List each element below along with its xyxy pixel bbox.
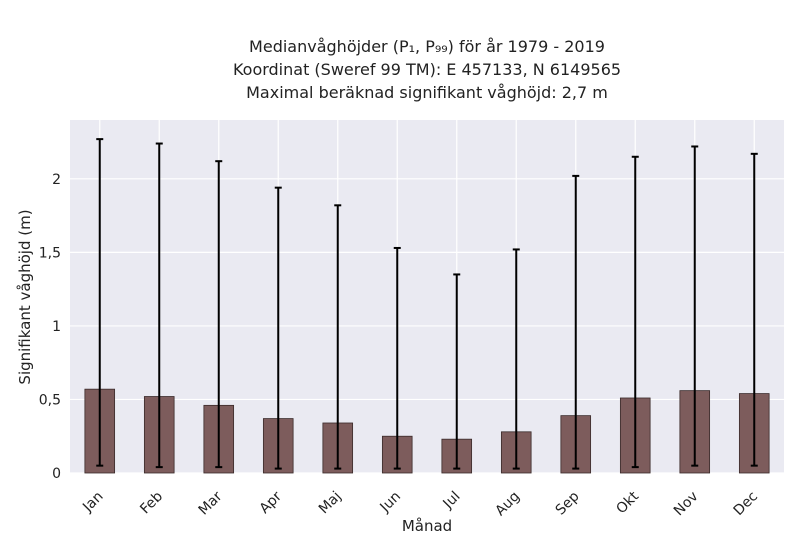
chart-title-line-1: Medianvåghöjder (P₁, P₉₉) för år 1979 - … [249, 37, 605, 56]
x-tick-label: Jun [377, 489, 404, 516]
y-axis-label: Signifikant våghöjd (m) [16, 209, 34, 384]
x-tick-label: Feb [137, 488, 166, 517]
y-tick-label: 0 [52, 466, 61, 482]
x-tick-label: Maj [316, 489, 345, 518]
x-tick-label: Okt [613, 488, 642, 517]
x-tick-label: Apr [257, 488, 286, 517]
chart-title-line-2: Koordinat (Sweref 99 TM): E 457133, N 61… [233, 60, 621, 79]
y-tick-label: 1 [52, 319, 61, 335]
y-axis-ticks: 0 0,5 1 1,5 2 [39, 172, 61, 482]
plot-area [70, 120, 784, 473]
chart-title-line-3: Maximal beräknad signifikant våghöjd: 2,… [246, 83, 608, 102]
chart-title: Medianvåghöjder (P₁, P₉₉) för år 1979 - … [233, 37, 621, 102]
y-tick-label: 2 [52, 172, 61, 188]
error-bars [96, 138, 758, 470]
y-tick-label: 1,5 [39, 245, 61, 261]
x-tick-label: Jul [440, 489, 464, 513]
x-axis-label: Månad [402, 517, 452, 535]
x-tick-label: Sep [553, 488, 583, 518]
x-axis-ticks: Jan Feb Mar Apr Maj Jun Jul Aug Sep Okt Nov Dec [79, 488, 761, 519]
x-tick-label: Mar [196, 488, 226, 518]
x-tick-label: Nov [671, 489, 702, 520]
x-tick-label: Jan [79, 489, 106, 516]
x-tick-label: Aug [492, 489, 523, 520]
x-tick-label: Dec [731, 489, 761, 519]
y-tick-label: 0,5 [39, 392, 61, 408]
